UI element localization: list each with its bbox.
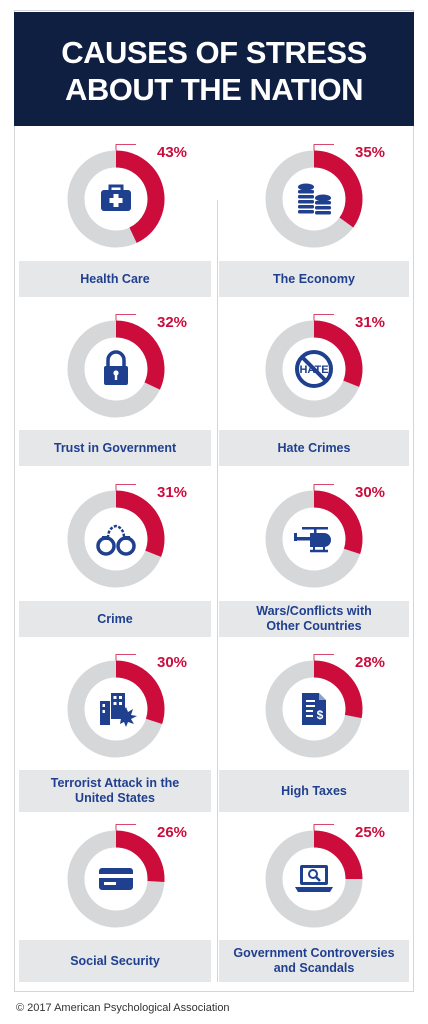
category-label: Health Care [80,271,150,286]
category-label: Crime [97,611,133,626]
svg-text:$: $ [317,708,324,722]
donut-slice [115,660,165,724]
leader-line [115,314,136,321]
donut-slice [115,490,165,557]
laptop-search-icon [295,865,333,892]
category-label: Terrorist Attack in the United States [50,776,180,805]
category-label-box: Trust in Government [19,430,211,466]
value-label: 43% [156,144,188,161]
building-explosion-icon [100,693,137,727]
leader-line [115,824,136,831]
svg-text:HATE: HATE [299,364,328,376]
coin-stacks-icon [298,183,331,215]
card-icon [99,868,133,890]
donut-3 [67,314,165,418]
category-label-box: Government Controversies and Scandals [219,940,409,982]
value-label: 30% [156,654,188,671]
category-label-box: Terrorist Attack in the United States [19,770,211,812]
first-aid-kit-icon [101,184,131,211]
category-label-box: Social Security [19,940,211,982]
category-label: High Taxes [281,783,347,798]
value-label: 25% [354,824,386,841]
donut-slice [115,150,165,243]
column-divider [217,200,218,982]
leader-line [313,144,334,151]
donut-1 [67,144,165,248]
donut-slice [313,150,363,228]
tax-document-icon: $ [302,693,326,725]
value-label: 35% [354,144,386,161]
category-label-box: Hate Crimes [219,430,409,466]
category-label: Government Controversies and Scandals [233,946,395,975]
leader-line [313,314,334,321]
page-title: CAUSES OF STRESS ABOUT THE NATION [14,34,414,108]
category-label-box: Wars/Conflicts with Other Countries [219,601,409,637]
value-label: 32% [156,314,188,331]
donut-slice [313,320,363,387]
category-label: Hate Crimes [277,440,351,455]
category-label: Trust in Government [53,440,177,455]
title-line-2: ABOUT THE NATION [65,72,363,107]
leader-line [313,654,334,661]
header-banner: CAUSES OF STRESS ABOUT THE NATION [14,12,414,126]
category-label: Wars/Conflicts with Other Countries [256,604,372,633]
donut-9 [67,824,165,928]
donut-6 [265,484,363,588]
value-label: 31% [156,484,188,501]
value-label: 26% [156,824,188,841]
handcuffs-icon [96,524,136,556]
category-label: Social Security [70,953,160,968]
donut-slice [115,830,165,883]
leader-line [115,144,136,151]
category-label-box: High Taxes [219,770,409,812]
copyright-footer: © 2017 American Psychological Associatio… [16,1002,230,1014]
donut-slice [313,830,363,880]
value-label: 31% [354,314,386,331]
leader-line [313,824,334,831]
donut-7 [67,654,165,758]
title-line-1: CAUSES OF STRESS [61,35,367,70]
donut-10 [265,824,363,928]
category-label: The Economy [273,271,355,286]
leader-line [115,654,136,661]
donut-slice [313,660,363,719]
leader-line [313,484,334,491]
category-label-box: Health Care [19,261,211,297]
no-hate-icon: HATE [295,350,333,388]
helicopter-icon [294,527,331,553]
donut-5 [67,484,165,588]
leader-line [115,484,136,491]
donut-2 [265,144,363,248]
donut-8: $ [265,654,363,758]
donut-4: HATE [265,314,363,418]
category-label-box: The Economy [219,261,409,297]
value-label: 28% [354,654,386,671]
value-label: 30% [354,484,386,501]
donut-slice [313,490,363,554]
category-label-box: Crime [19,601,211,637]
donut-slice [115,320,165,390]
padlock-icon [104,350,128,385]
